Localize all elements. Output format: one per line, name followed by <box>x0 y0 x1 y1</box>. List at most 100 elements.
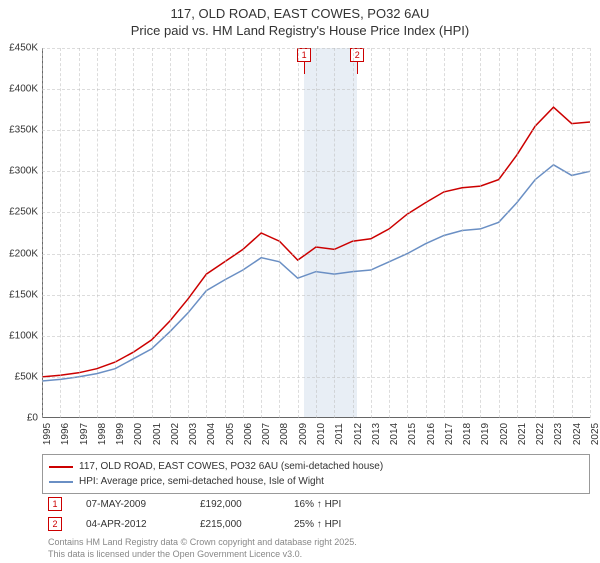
gridline-v <box>97 48 98 418</box>
xtick-label: 2006 <box>243 423 254 445</box>
xtick-label: 2016 <box>426 423 437 445</box>
xtick-label: 1999 <box>115 423 126 445</box>
xtick-label: 2008 <box>279 423 290 445</box>
gridline-v <box>553 48 554 418</box>
ytick-label: £400K <box>9 84 38 95</box>
xtick-label: 2007 <box>261 423 272 445</box>
transaction-price-0: £192,000 <box>200 499 270 510</box>
gridline-v <box>572 48 573 418</box>
gridline-v <box>480 48 481 418</box>
gridline-v <box>261 48 262 418</box>
legend-swatch-1 <box>49 481 73 483</box>
below-chart-section: 117, OLD ROAD, EAST COWES, PO32 6AU (sem… <box>42 454 590 563</box>
gridline-v <box>243 48 244 418</box>
xtick-label: 1996 <box>60 423 71 445</box>
footer-line-2: This data is licensed under the Open Gov… <box>48 549 584 561</box>
xtick-label: 2023 <box>553 423 564 445</box>
xtick-label: 2009 <box>298 423 309 445</box>
ytick-label: £450K <box>9 43 38 54</box>
plot-area: 12 £0£50K£100K£150K£200K£250K£300K£350K£… <box>42 48 590 418</box>
gridline-v <box>535 48 536 418</box>
xtick-label: 2018 <box>462 423 473 445</box>
chart-container: 117, OLD ROAD, EAST COWES, PO32 6AU Pric… <box>0 0 600 560</box>
xtick-label: 1995 <box>42 423 53 445</box>
footer-copyright: Contains HM Land Registry data © Crown c… <box>42 534 590 563</box>
xtick-label: 2022 <box>535 423 546 445</box>
transaction-row-0: 1 07-MAY-2009 £192,000 16% ↑ HPI <box>42 494 590 514</box>
transaction-date-0: 07-MAY-2009 <box>86 499 176 510</box>
xtick-label: 2024 <box>572 423 583 445</box>
gridline-v <box>499 48 500 418</box>
xtick-label: 2000 <box>133 423 144 445</box>
legend-label-0: 117, OLD ROAD, EAST COWES, PO32 6AU (sem… <box>79 459 383 474</box>
ytick-label: £250K <box>9 207 38 218</box>
gridline-v <box>371 48 372 418</box>
ytick-label: £0 <box>27 413 38 424</box>
gridline-v <box>517 48 518 418</box>
gridline-v <box>407 48 408 418</box>
gridline-v <box>79 48 80 418</box>
transaction-row-1: 2 04-APR-2012 £215,000 25% ↑ HPI <box>42 514 590 534</box>
xtick-label: 2025 <box>590 423 600 445</box>
ytick-label: £50K <box>15 371 38 382</box>
chart-title: 117, OLD ROAD, EAST COWES, PO32 6AU Pric… <box>0 0 600 40</box>
gridline-v <box>389 48 390 418</box>
xtick-label: 2017 <box>444 423 455 445</box>
gridline-v <box>298 48 299 418</box>
transaction-marker-0: 1 <box>48 497 62 511</box>
xtick-label: 2001 <box>152 423 163 445</box>
gridline-v <box>60 48 61 418</box>
gridline-v <box>279 48 280 418</box>
xtick-label: 2021 <box>517 423 528 445</box>
xtick-label: 2019 <box>480 423 491 445</box>
xtick-label: 2012 <box>353 423 364 445</box>
gridline-v <box>188 48 189 418</box>
gridline-v <box>334 48 335 418</box>
gridline-v <box>444 48 445 418</box>
ytick-label: £100K <box>9 330 38 341</box>
legend-box: 117, OLD ROAD, EAST COWES, PO32 6AU (sem… <box>42 454 590 494</box>
marker-line <box>304 62 305 74</box>
xtick-label: 2003 <box>188 423 199 445</box>
gridline-v <box>152 48 153 418</box>
gridline-v <box>316 48 317 418</box>
gridline-v <box>170 48 171 418</box>
ytick-label: £150K <box>9 289 38 300</box>
transaction-price-1: £215,000 <box>200 519 270 530</box>
gridline-v <box>42 48 43 418</box>
legend-swatch-0 <box>49 466 73 468</box>
xtick-label: 2004 <box>206 423 217 445</box>
xtick-label: 2014 <box>389 423 400 445</box>
gridline-v <box>225 48 226 418</box>
xtick-label: 1998 <box>97 423 108 445</box>
marker-box: 1 <box>297 48 311 62</box>
legend-entry-0: 117, OLD ROAD, EAST COWES, PO32 6AU (sem… <box>49 459 583 474</box>
gridline-v <box>462 48 463 418</box>
transaction-delta-1: 25% ↑ HPI <box>294 519 341 530</box>
gridline-v <box>353 48 354 418</box>
ytick-label: £350K <box>9 125 38 136</box>
marker-line <box>357 62 358 74</box>
ytick-label: £200K <box>9 248 38 259</box>
gridline-v <box>115 48 116 418</box>
footer-line-1: Contains HM Land Registry data © Crown c… <box>48 537 584 549</box>
title-line-1: 117, OLD ROAD, EAST COWES, PO32 6AU <box>0 6 600 23</box>
ytick-label: £300K <box>9 166 38 177</box>
gridline-v <box>426 48 427 418</box>
xtick-label: 2015 <box>407 423 418 445</box>
xtick-label: 2013 <box>371 423 382 445</box>
gridline-v <box>133 48 134 418</box>
xtick-label: 2020 <box>499 423 510 445</box>
xtick-label: 2011 <box>334 423 345 445</box>
xtick-label: 2010 <box>316 423 327 445</box>
gridline-v <box>206 48 207 418</box>
transaction-date-1: 04-APR-2012 <box>86 519 176 530</box>
legend-entry-1: HPI: Average price, semi-detached house,… <box>49 474 583 489</box>
transaction-delta-0: 16% ↑ HPI <box>294 499 341 510</box>
transaction-marker-1: 2 <box>48 517 62 531</box>
xtick-label: 2005 <box>225 423 236 445</box>
legend-label-1: HPI: Average price, semi-detached house,… <box>79 474 324 489</box>
xtick-label: 1997 <box>79 423 90 445</box>
gridline-v <box>590 48 591 418</box>
xtick-label: 2002 <box>170 423 181 445</box>
